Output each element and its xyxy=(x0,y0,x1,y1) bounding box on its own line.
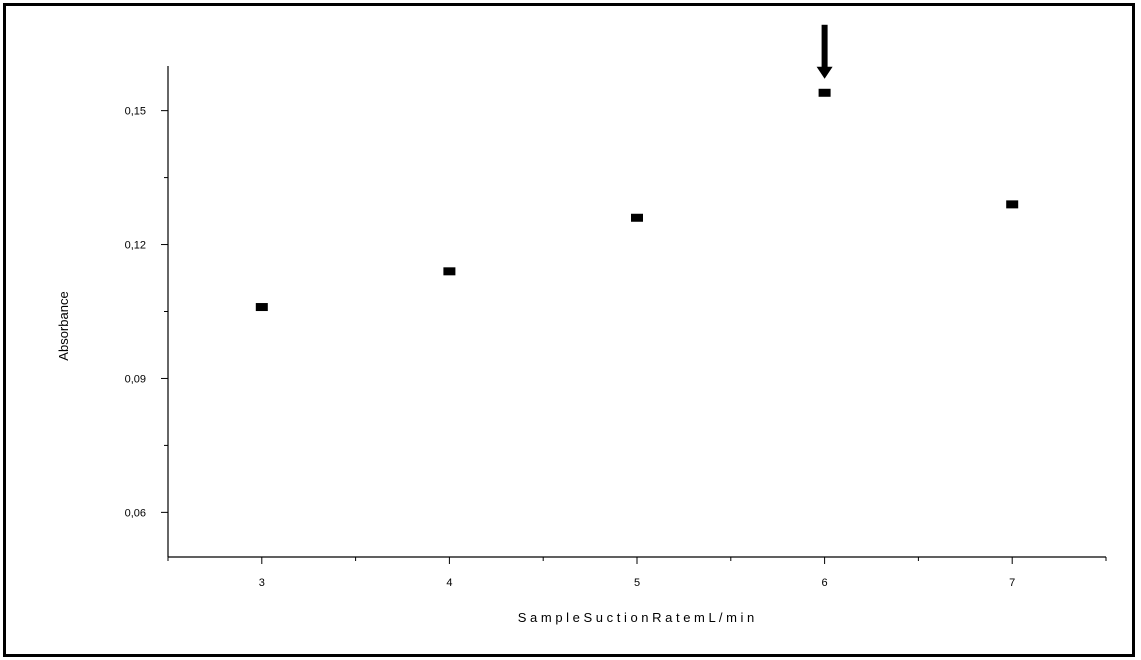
data-point xyxy=(631,213,643,222)
y-tick-label: 0,06 xyxy=(125,507,146,519)
y-axis-title: Absorbance xyxy=(56,291,71,360)
x-tick-label: 5 xyxy=(634,577,640,589)
annotations xyxy=(816,24,833,79)
figure-frame xyxy=(3,3,1135,657)
x-tick-label: 6 xyxy=(822,577,828,589)
data-point xyxy=(443,267,456,276)
arrow-head xyxy=(816,66,833,79)
y-axis-ticks: 0,06 0,09 0,12 0,15 xyxy=(125,106,168,519)
x-tick-label: 3 xyxy=(259,577,265,589)
y-tick-label: 0,15 xyxy=(125,106,146,118)
y-tick-label: 0,09 xyxy=(125,373,146,385)
x-axis-title: S a m p l e S u c t i o n R a t e m L / … xyxy=(518,610,755,625)
x-axis-ticks: 3 4 5 6 7 xyxy=(167,557,1107,589)
data-points xyxy=(255,88,1019,312)
data-point xyxy=(1006,200,1019,209)
x-tick-label: 7 xyxy=(1009,577,1015,589)
x-tick-label: 4 xyxy=(446,577,452,589)
y-tick-label: 0,12 xyxy=(125,240,146,252)
data-point xyxy=(818,88,831,97)
data-point xyxy=(255,303,268,312)
arrow-annotation xyxy=(816,24,833,79)
arrow-shaft xyxy=(821,24,828,69)
